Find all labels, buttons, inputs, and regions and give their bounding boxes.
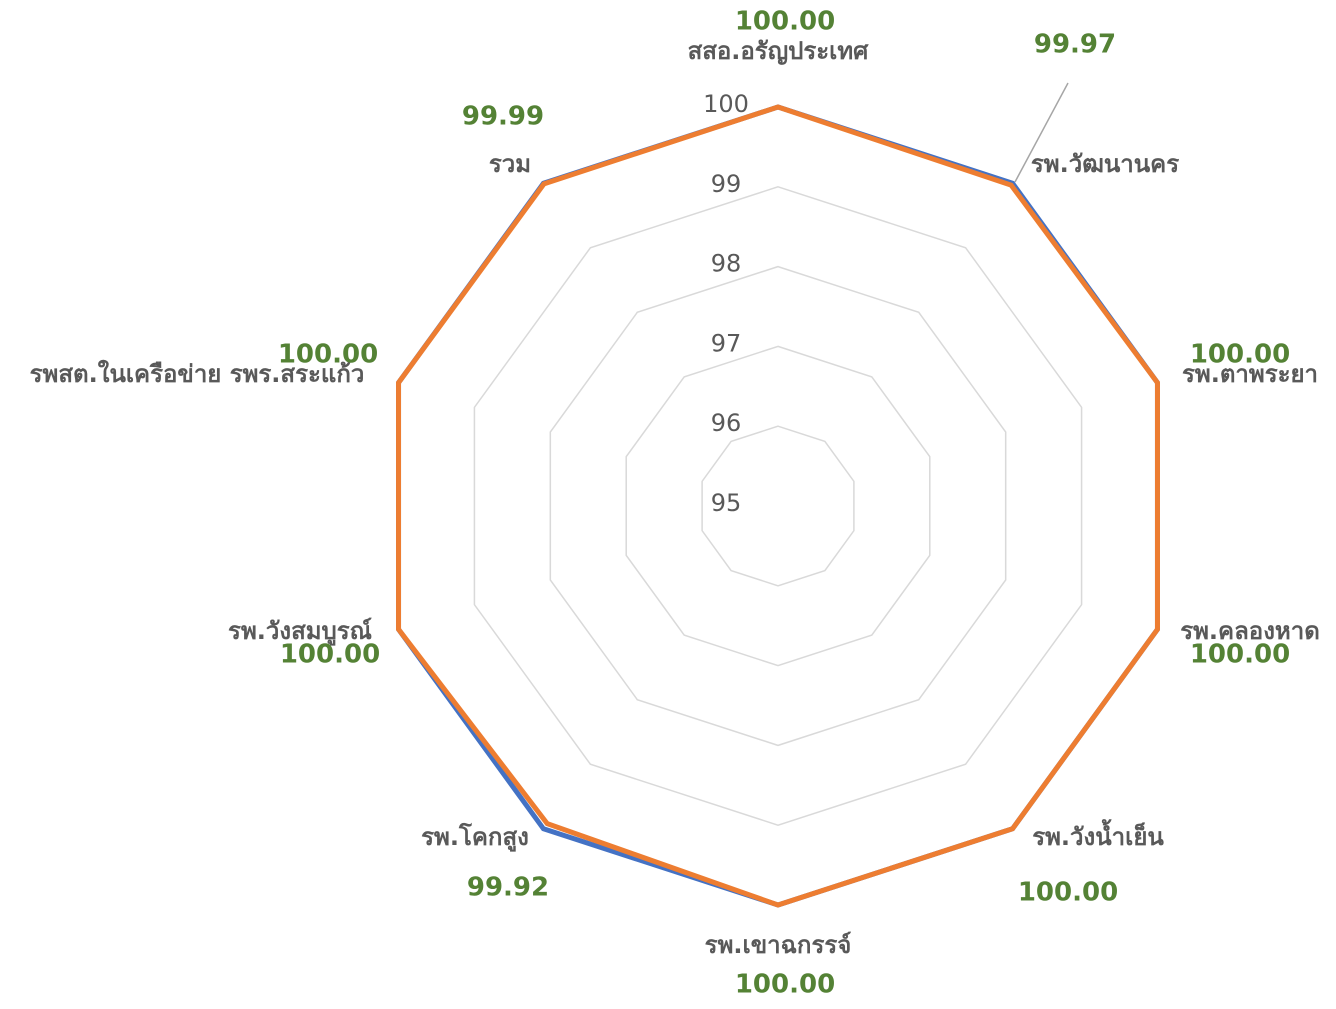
- data-label: 100.00: [1190, 340, 1290, 370]
- category-label: รพ.วัฒนานคร: [1031, 150, 1179, 178]
- y-tick-label: 100: [703, 90, 749, 118]
- grid-ring: [549, 265, 1007, 747]
- leader-line: [1014, 82, 1069, 183]
- category-label: รวม: [489, 150, 531, 178]
- category-label: สสอ.อรัญประเทศ: [688, 37, 870, 65]
- category-label: รพ.เขาฉกรรจ์: [705, 931, 852, 959]
- data-label: 100.00: [1018, 878, 1118, 908]
- y-tick-label: 96: [711, 409, 742, 437]
- data-label: 99.99: [462, 102, 544, 132]
- category-label: รพ.คลองหาด: [1180, 617, 1320, 645]
- data-label: 100.00: [735, 7, 835, 37]
- data-label: 100.00: [280, 640, 380, 670]
- data-label: 99.97: [1034, 30, 1116, 60]
- data-label: 100.00: [278, 340, 378, 370]
- category-label: รพ.โคกสูง: [421, 822, 529, 852]
- y-tick-label: 99: [711, 170, 742, 198]
- category-label: รพ.ตาพระยา: [1182, 360, 1318, 388]
- y-tick-label: 98: [711, 250, 742, 278]
- grid-ring: [625, 345, 931, 667]
- y-tick-label: 95: [711, 489, 742, 517]
- series-line: [396, 104, 1160, 908]
- data-label: 99.92: [467, 873, 549, 903]
- data-label: 100.00: [1190, 640, 1290, 670]
- category-label: รพสต.ในเครือข่าย รพร.สระแก้ว: [30, 359, 365, 388]
- data-label: 100.00: [735, 970, 835, 1000]
- y-tick-label: 97: [711, 329, 742, 357]
- category-label: รพ.วังน้ำเย็น: [1032, 818, 1164, 851]
- category-label: รพ.วังสมบูรณ์: [228, 617, 372, 646]
- grid-ring: [701, 425, 855, 587]
- grid-ring: [473, 186, 1083, 826]
